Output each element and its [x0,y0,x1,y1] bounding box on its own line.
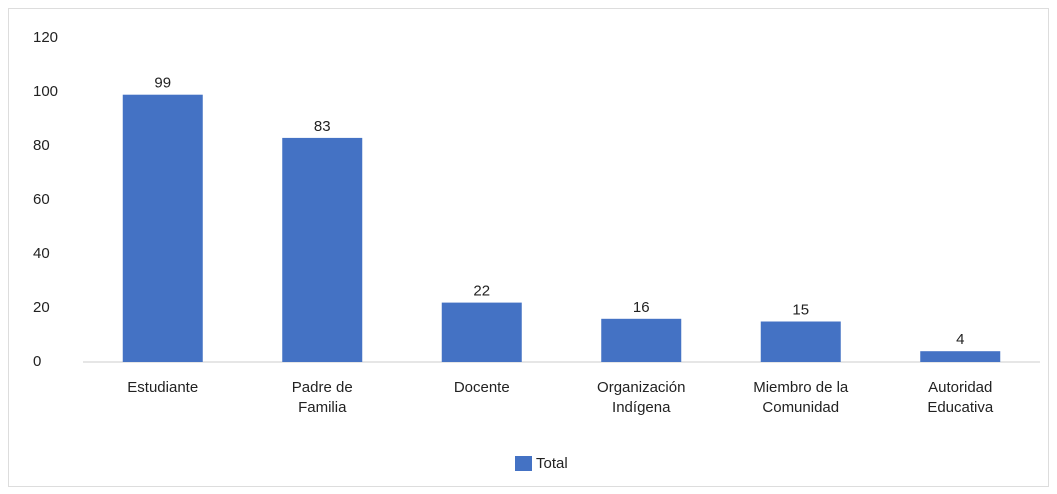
value-label: 4 [956,331,964,348]
legend-swatch [515,456,532,471]
bar [441,302,522,362]
legend-label: Total [536,455,568,472]
x-tick-label: Autoridad Educativa [927,379,994,416]
y-tick-label: 100 [33,83,58,100]
value-label: 15 [792,301,809,318]
y-tick-label: 120 [33,29,58,46]
y-tick-label: 0 [33,353,41,370]
y-tick-label: 20 [33,299,50,316]
value-label: 22 [473,283,490,300]
value-label: 99 [154,75,171,92]
x-tick-label: Miembro de la Comunidad [753,379,849,416]
x-tick-label: Estudiante [127,379,199,396]
y-tick-label: 40 [33,245,50,262]
bar [920,351,1001,362]
value-label: 16 [633,299,650,316]
x-tick-label: Organización Indígena [597,379,686,416]
bar [122,94,203,362]
bar [760,321,841,362]
y-tick-label: 60 [33,191,50,208]
value-label: 83 [314,118,331,135]
chart-border [8,8,1049,487]
x-tick-label: Docente [453,379,510,396]
bar [601,318,682,362]
bar [282,137,363,362]
y-tick-label: 80 [33,137,50,154]
x-tick-label: Padre de Familia [291,379,353,416]
